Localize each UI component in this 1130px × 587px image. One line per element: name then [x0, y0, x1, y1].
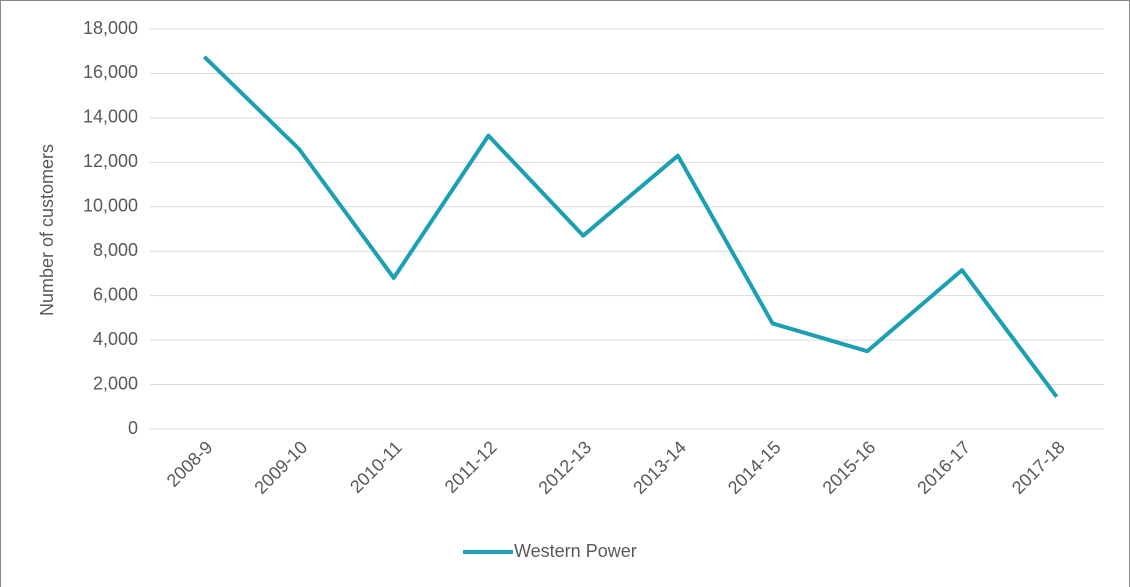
- x-tick-label: 2009-10: [250, 437, 311, 498]
- series-line: [202, 55, 1059, 398]
- y-tick-label: 10,000: [83, 196, 138, 216]
- x-tick-label: 2008-9: [163, 437, 217, 491]
- y-tick-label: 18,000: [83, 18, 138, 38]
- x-tick-label: 2015-16: [819, 437, 880, 498]
- x-tick-label: 2011-12: [441, 437, 501, 497]
- y-tick-label: 6,000: [93, 284, 138, 304]
- y-axis-label: Number of customers: [37, 144, 57, 316]
- legend-label: Western Power: [514, 541, 637, 561]
- x-tick-label: 2010-11: [346, 437, 406, 497]
- y-tick-label: 8,000: [93, 240, 138, 260]
- y-tick-label: 4,000: [93, 329, 138, 349]
- y-tick-label: 16,000: [83, 62, 138, 82]
- y-tick-label: 2,000: [93, 373, 138, 393]
- x-tick-label: 2017-18: [1008, 437, 1069, 498]
- x-tick-label: 2016-17: [913, 437, 974, 498]
- x-tick-label: 2013-14: [629, 437, 690, 498]
- y-tick-label: 12,000: [83, 151, 138, 171]
- x-tick-label: 2012-13: [534, 437, 595, 498]
- y-tick-label: 0: [128, 418, 138, 438]
- y-tick-label: 14,000: [83, 107, 138, 127]
- x-tick-label: 2014-15: [724, 437, 785, 498]
